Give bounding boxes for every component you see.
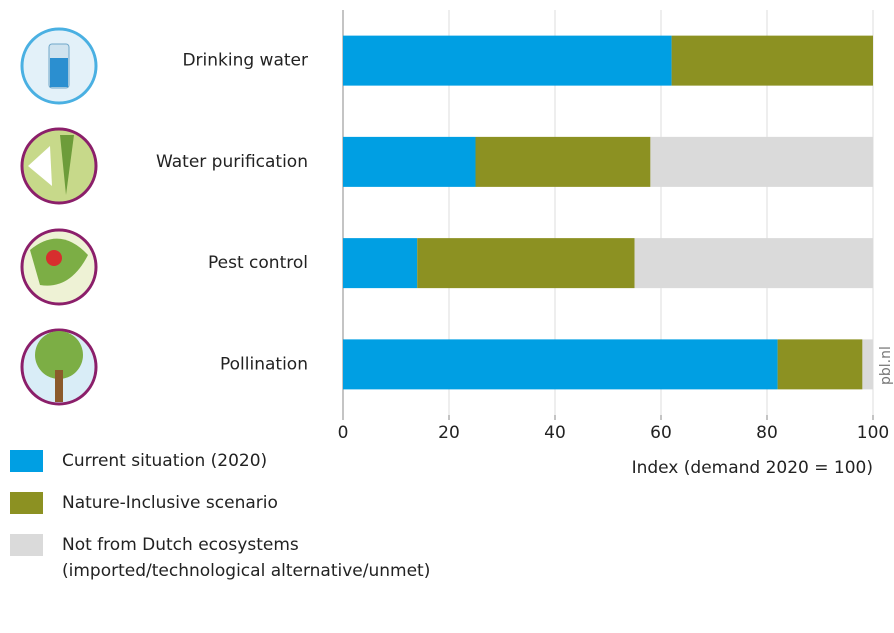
bar-segment	[343, 136, 476, 187]
bar-segment	[475, 136, 651, 187]
legend-item: Not from Dutch ecosystems (imported/tech…	[10, 534, 430, 584]
category-label: Pollination	[220, 354, 308, 374]
bar-segment	[862, 339, 873, 390]
x-tick-label: 0	[338, 423, 349, 443]
category-label: Drinking water	[182, 51, 308, 71]
x-tick-label: 20	[438, 423, 460, 443]
category-label: Water purification	[156, 152, 308, 172]
x-tick-label: 100	[857, 423, 889, 443]
legend-swatch	[10, 534, 43, 556]
x-tick-label: 80	[756, 423, 778, 443]
icons	[20, 27, 98, 406]
x-axis-label: Index (demand 2020 = 100)	[632, 458, 873, 478]
legend-label: Nature-Inclusive scenario	[62, 493, 278, 513]
bar-segment	[634, 238, 873, 289]
legend: Current situation (2020) Nature-Inclusive…	[10, 450, 430, 602]
x-tick-label: 40	[544, 423, 566, 443]
legend-label: Not from Dutch ecosystems (imported/tech…	[62, 535, 431, 581]
bar-segment	[343, 339, 778, 390]
legend-swatch	[10, 492, 43, 514]
x-tick-label: 60	[650, 423, 672, 443]
legend-item: Current situation (2020)	[10, 450, 430, 474]
legend-item: Nature-Inclusive scenario	[10, 492, 430, 516]
bar-segment	[417, 238, 635, 289]
legend-label: Current situation (2020)	[62, 451, 268, 471]
bar-segment	[343, 238, 418, 289]
legend-swatch	[10, 450, 43, 472]
bar-segment	[777, 339, 863, 390]
source: pbl.nl	[878, 346, 894, 385]
bar-segment	[650, 136, 873, 187]
bar-segment	[343, 35, 672, 86]
bar-segment	[671, 35, 873, 86]
category-label: Pest control	[208, 253, 308, 273]
